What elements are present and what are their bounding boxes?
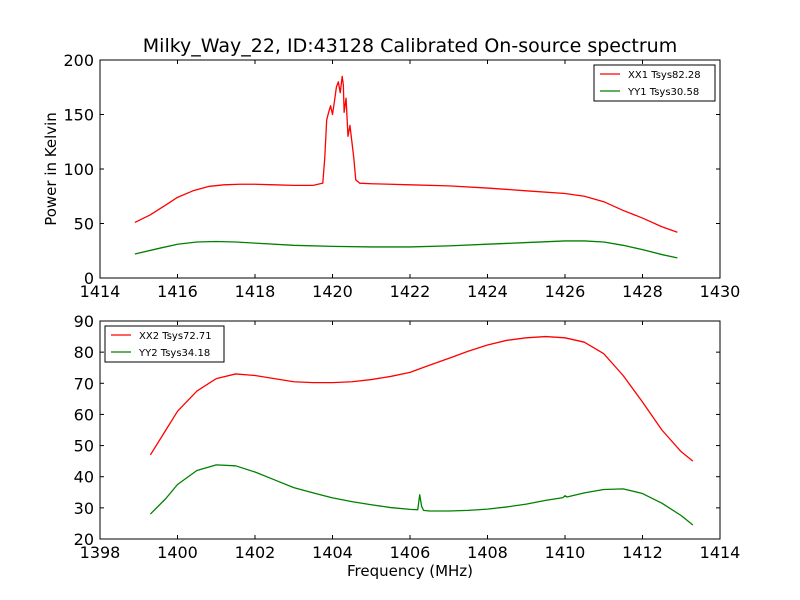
x-tick-label-1-4: 1422 — [390, 282, 431, 301]
x-tick-label-1-5: 1424 — [467, 282, 508, 301]
series-line-2-1 — [149, 335, 694, 462]
legend-2: XX2 Tsys72.71 YY2 Tsys34.18 — [104, 325, 225, 363]
x-tick-label-2-2: 1402 — [235, 543, 276, 562]
x-tick-label-2-7: 1412 — [622, 543, 663, 562]
x-tick-label-1-0: 1414 — [80, 282, 121, 301]
x-tick-label-1-2: 1418 — [235, 282, 276, 301]
y-tick-label-2-7: 90 — [74, 312, 94, 331]
legend-1: XX1 Tsys82.28 YY1 Tsys30.58 — [593, 64, 716, 102]
series-line-1-2 — [134, 240, 678, 259]
y-tick-label-2-0: 20 — [74, 530, 94, 549]
y-tick-label-1-4: 200 — [63, 51, 94, 70]
x-tick-label-1-6: 1426 — [545, 282, 586, 301]
legend-label-2-1: XX2 Tsys72.71 — [139, 331, 212, 342]
y-tick-label-2-4: 60 — [74, 405, 94, 424]
y-axis-label-1: Power in Kelvin — [42, 112, 60, 226]
y-tick-label-1-1: 50 — [74, 215, 94, 234]
x-tick-label-1-3: 1420 — [312, 282, 353, 301]
legend-box-2 — [104, 325, 225, 363]
subplot-1: 1414 1416 1418 1420 1422 1424 1426 1428 1430 0 50 1… — [42, 35, 740, 301]
x-tick-label-1-8: 1430 — [700, 282, 741, 301]
x-tick-label-2-4: 1406 — [390, 543, 431, 562]
series-line-2-2 — [149, 464, 694, 526]
y-tick-label-2-2: 40 — [74, 468, 94, 487]
legend-label-2-2: YY2 Tsys34.18 — [138, 348, 210, 359]
x-tick-label-2-3: 1404 — [312, 543, 353, 562]
y-tick-label-1-2: 100 — [63, 160, 94, 179]
y-tick-label-1-3: 150 — [63, 106, 94, 125]
legend-box-1 — [593, 64, 716, 102]
subplot-2: 1398 1400 1402 1404 1406 1408 1410 1412 1414 20 30… — [74, 312, 741, 580]
x-tick-label-2-1: 1400 — [157, 543, 198, 562]
x-tick-label-2-6: 1410 — [545, 543, 586, 562]
y-tick-label-2-6: 80 — [74, 343, 94, 362]
y-tick-label-2-1: 30 — [74, 499, 94, 518]
y-tick-label-2-3: 50 — [74, 437, 94, 456]
x-axis-label-2: Frequency (MHz) — [347, 562, 473, 580]
x-tick-label-1-7: 1428 — [622, 282, 663, 301]
y-tick-label-2-5: 70 — [74, 374, 94, 393]
legend-label-1-2: YY1 Tsys30.58 — [627, 87, 699, 98]
y-tick-label-1-0: 0 — [84, 269, 94, 288]
chart-title: Milky_Way_22, ID:43128 Calibrated On-sou… — [143, 35, 677, 57]
legend-label-1-1: XX1 Tsys82.28 — [628, 70, 701, 81]
x-tick-label-2-8: 1414 — [700, 543, 741, 562]
x-tick-label-1-1: 1416 — [157, 282, 198, 301]
x-tick-label-2-0: 1398 — [80, 543, 121, 562]
x-tick-label-2-5: 1408 — [467, 543, 508, 562]
series-line-1-1 — [134, 75, 678, 233]
